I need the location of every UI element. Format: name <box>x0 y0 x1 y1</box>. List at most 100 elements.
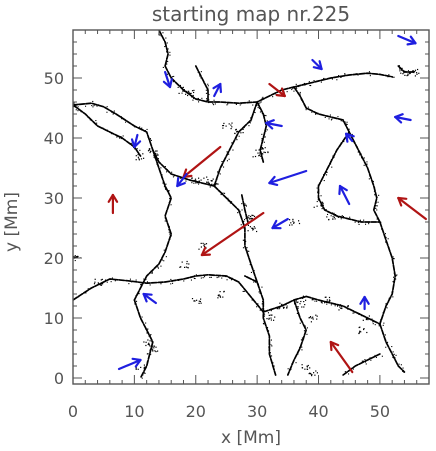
network-dot <box>294 303 296 305</box>
network-dot <box>252 113 254 115</box>
network-dot <box>145 278 147 280</box>
network-dot <box>170 204 172 206</box>
network-dot <box>364 72 366 74</box>
network-dot <box>269 352 271 354</box>
network-dot <box>379 73 381 75</box>
network-dot <box>157 267 159 269</box>
network-dot <box>409 71 411 73</box>
network-dot <box>330 215 332 217</box>
network-dot <box>346 307 348 309</box>
network-dot <box>385 346 387 348</box>
network-dot <box>323 180 325 182</box>
network-dot <box>173 75 175 77</box>
network-dot <box>367 317 369 319</box>
network-dot <box>292 220 294 222</box>
network-dot <box>146 128 148 130</box>
network-dot <box>102 127 104 129</box>
velocity-arrow-blue <box>176 172 188 188</box>
network-dot <box>316 318 318 320</box>
network-dot <box>240 224 242 226</box>
network-dot <box>85 113 87 115</box>
network-dot <box>299 93 301 95</box>
network-dot <box>170 283 172 285</box>
network-dot <box>363 328 365 331</box>
network-dot <box>144 366 146 368</box>
network-dot <box>385 339 387 341</box>
network-dot <box>155 351 157 353</box>
network-dot <box>183 280 185 282</box>
network-dot <box>102 283 104 285</box>
network-dot <box>357 151 359 153</box>
network-dot <box>268 318 270 320</box>
network-dot <box>341 215 343 217</box>
network-dot <box>168 191 170 193</box>
network-dot <box>308 317 310 319</box>
network-dot <box>141 377 143 379</box>
network-dot <box>316 205 318 207</box>
network-dot <box>365 318 367 321</box>
network-dot <box>316 300 318 302</box>
network-dot <box>149 349 151 351</box>
network-dot <box>323 78 325 80</box>
network-dot <box>402 367 404 369</box>
network-dot <box>293 90 295 92</box>
network-dot <box>148 149 150 151</box>
network-lane-9 <box>293 86 381 223</box>
network-dot <box>330 119 332 121</box>
network-dot <box>147 328 149 330</box>
network-dot <box>207 85 209 87</box>
network-dot <box>163 260 165 262</box>
network-dot <box>291 89 293 91</box>
network-dot <box>273 368 275 370</box>
network-dot <box>156 153 158 155</box>
network-dot <box>174 175 176 177</box>
network-dot <box>168 202 170 204</box>
network-dot <box>231 278 233 280</box>
network-dot <box>271 355 273 357</box>
velocity-arrow-red <box>329 340 354 374</box>
network-dot <box>235 137 237 139</box>
network-dot <box>197 182 199 184</box>
network-dot <box>179 266 181 268</box>
network-dot <box>408 71 410 73</box>
network-dot <box>248 217 250 219</box>
network-dot <box>168 226 170 228</box>
network-dot <box>310 373 312 375</box>
network-dot <box>181 92 183 94</box>
network-dot <box>250 120 252 122</box>
network-dot <box>146 361 148 363</box>
network-dot <box>305 109 307 111</box>
network-dot <box>247 250 249 252</box>
network-dot <box>258 155 260 157</box>
network-dot <box>367 319 369 321</box>
network-dot <box>149 353 151 355</box>
network-dot <box>148 344 150 346</box>
velocity-arrow-blue <box>265 119 283 130</box>
network-dot <box>300 339 302 341</box>
network-dot <box>264 314 266 316</box>
network-dot <box>409 73 411 75</box>
network-dot <box>270 344 272 346</box>
network-dot <box>232 149 234 151</box>
network-dot <box>147 339 149 341</box>
network-dot <box>400 69 402 71</box>
network-dot <box>322 202 324 204</box>
network-dot <box>344 73 346 75</box>
network-dot <box>87 288 89 290</box>
network-dot <box>391 291 393 293</box>
network-dot <box>312 298 314 300</box>
network-dot <box>135 368 137 370</box>
network-dot <box>200 77 202 79</box>
network-dot <box>166 42 168 44</box>
network-dot <box>200 298 202 300</box>
network-dot <box>253 215 256 217</box>
network-dot <box>264 136 266 138</box>
network-dot <box>214 186 216 188</box>
network-dot <box>261 286 263 288</box>
network-dot <box>186 90 188 92</box>
network-dot <box>328 300 330 302</box>
network-dot <box>368 178 370 180</box>
network-dot <box>166 73 168 75</box>
network-dot <box>172 176 174 178</box>
network-dot <box>392 256 394 258</box>
